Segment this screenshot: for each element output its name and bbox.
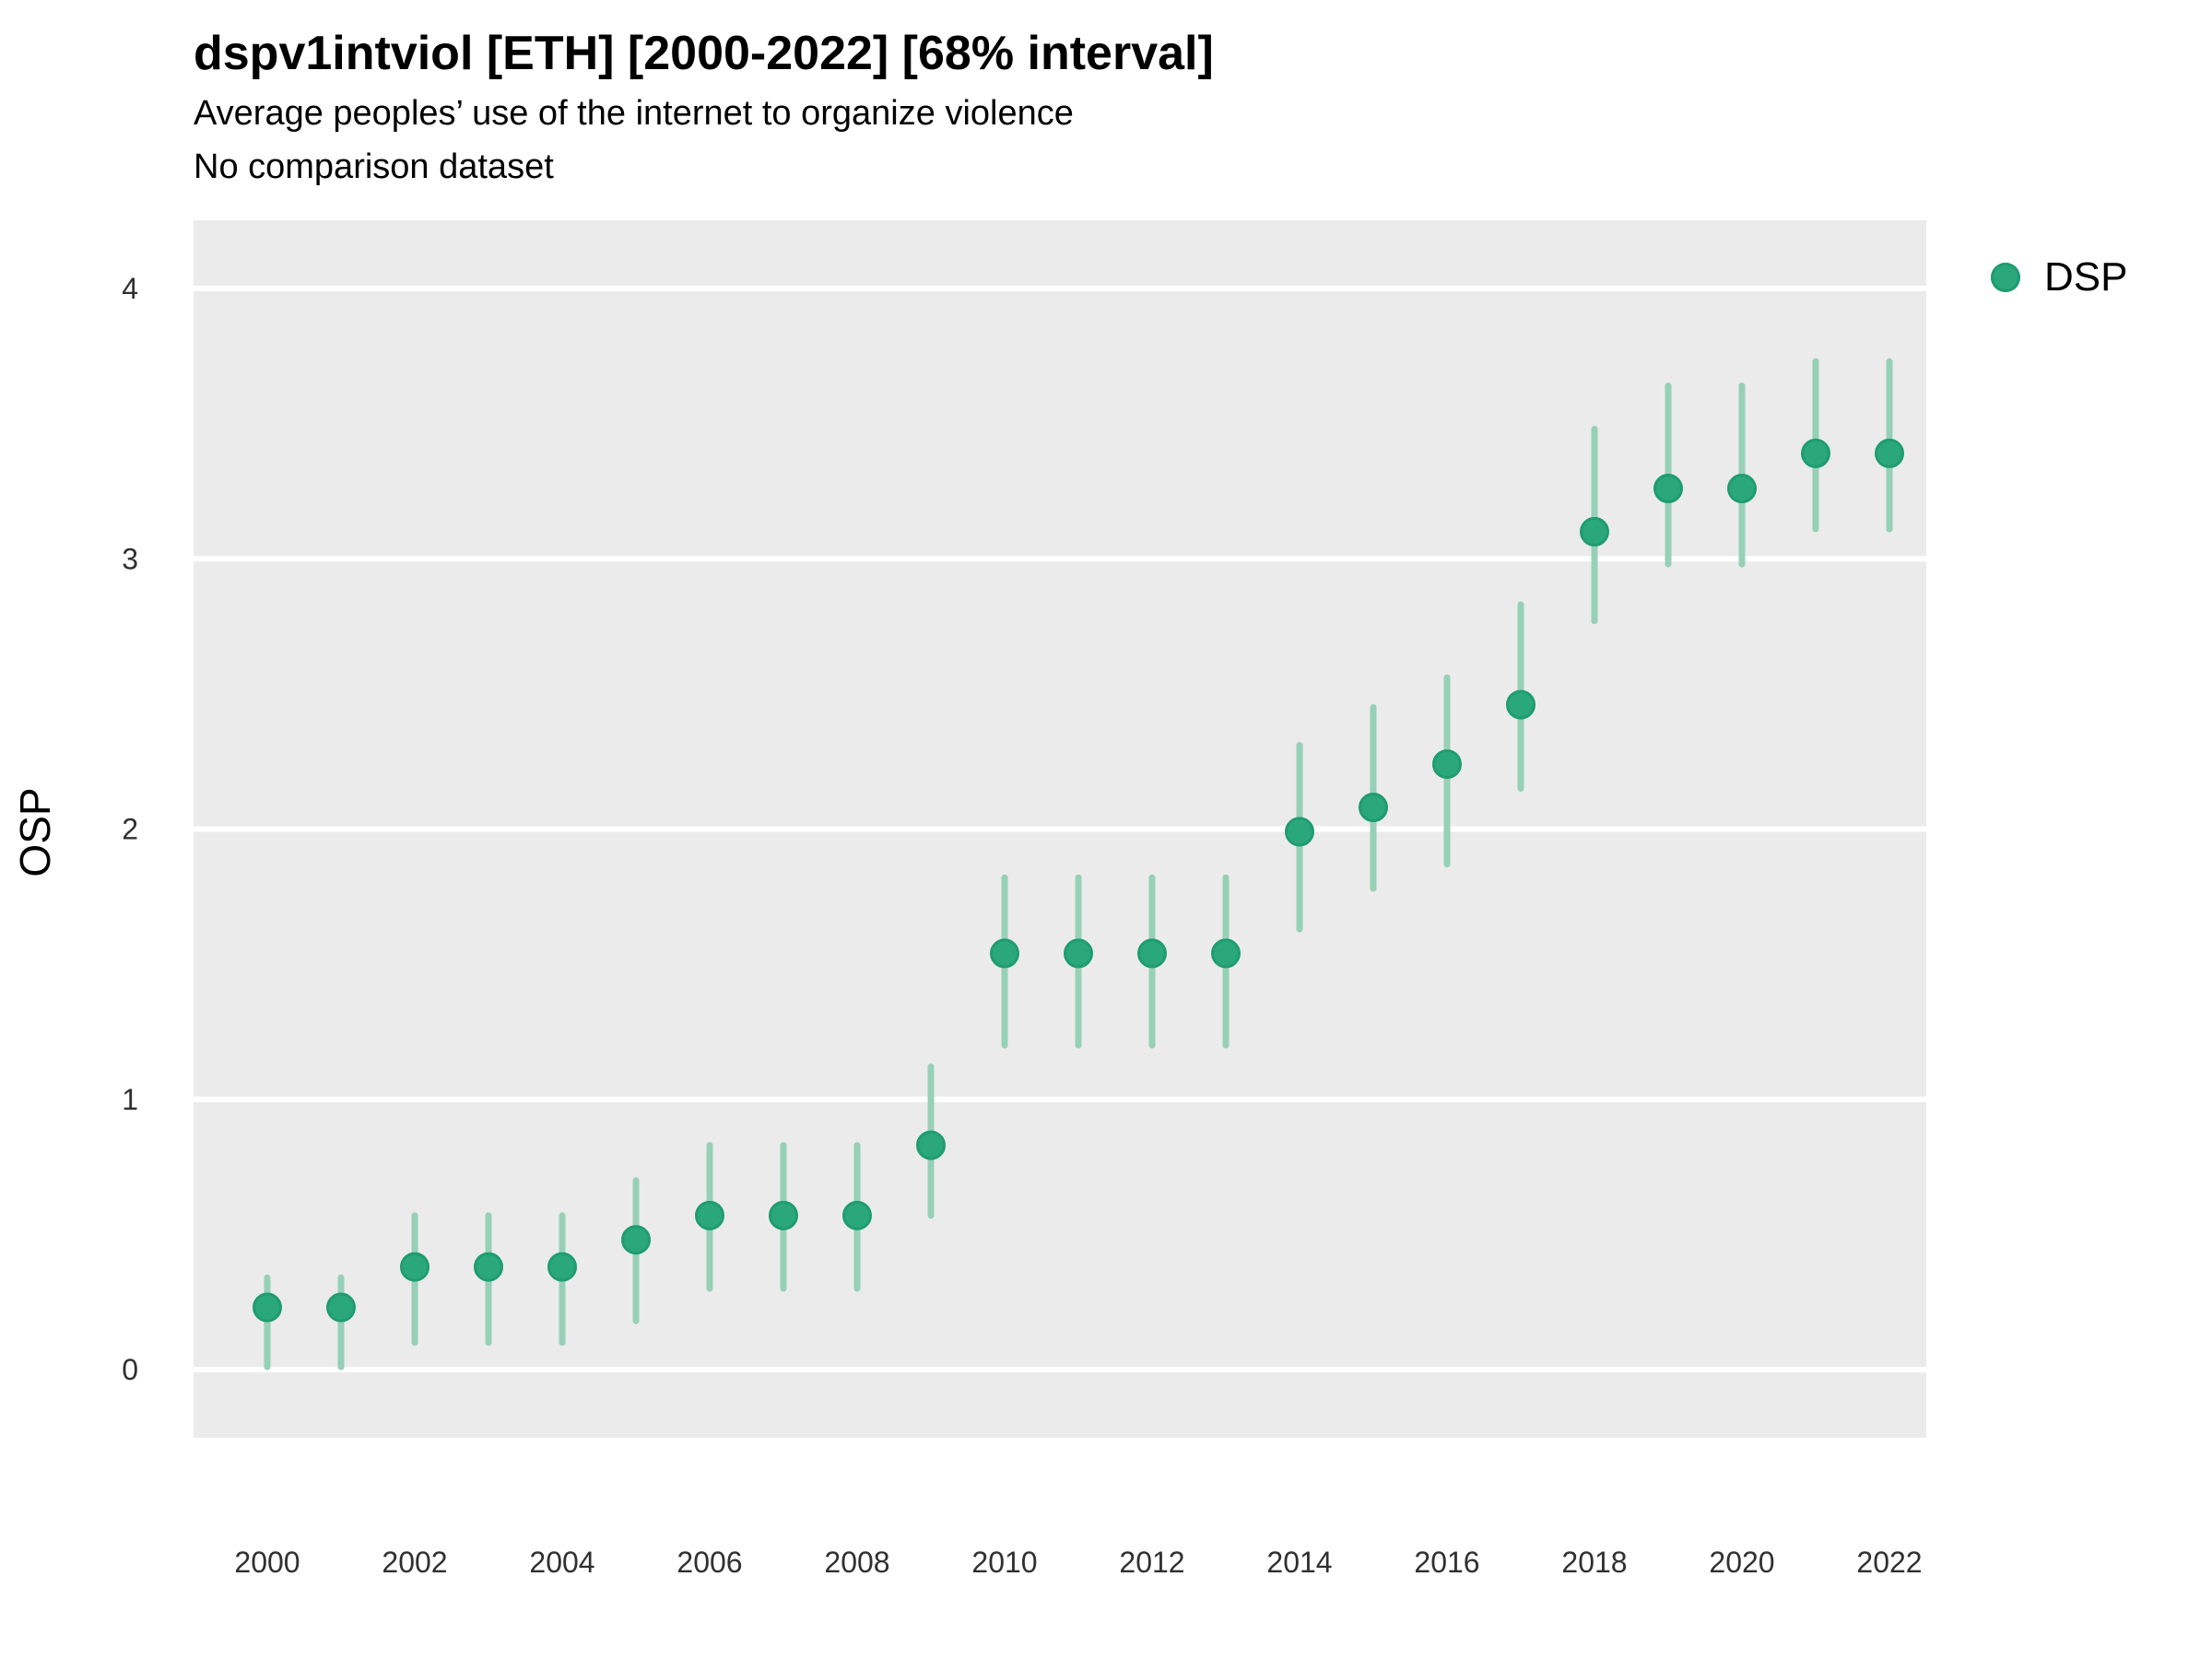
- legend: DSP: [1991, 254, 2127, 300]
- data-point-2005: [621, 1225, 651, 1255]
- y-tick-label-4: 4: [122, 272, 138, 305]
- data-point-2015: [1359, 793, 1388, 823]
- chart-subtitle: Average peoples’ use of the internet to …: [194, 94, 1074, 133]
- legend-label: DSP: [2044, 254, 2128, 300]
- data-point-2022: [1875, 438, 1904, 468]
- x-tick-label-2014: 2014: [1266, 1546, 1332, 1579]
- x-tick-label-2012: 2012: [1119, 1546, 1184, 1579]
- x-tick-label-2008: 2008: [824, 1546, 889, 1579]
- x-tick-label-2006: 2006: [677, 1546, 742, 1579]
- chart-title: dspv1intviol [ETH] [2000-2022] [68% inte…: [194, 27, 1214, 80]
- x-tick-label-2020: 2020: [1709, 1546, 1774, 1579]
- data-point-2018: [1580, 516, 1609, 547]
- legend-point-marker-icon: [1991, 263, 2020, 292]
- y-tick-label-0: 0: [122, 1353, 138, 1386]
- data-point-2004: [547, 1252, 577, 1282]
- x-tick-label-2004: 2004: [529, 1546, 594, 1579]
- data-point-2013: [1211, 938, 1241, 969]
- data-point-2001: [326, 1292, 356, 1323]
- data-point-2009: [916, 1130, 946, 1160]
- data-point-2000: [253, 1292, 282, 1323]
- y-tick-label-3: 3: [122, 542, 138, 575]
- x-tick-label-2010: 2010: [971, 1546, 1037, 1579]
- data-point-2003: [474, 1252, 503, 1282]
- data-point-2017: [1506, 689, 1535, 720]
- x-tick-label-2000: 2000: [234, 1546, 300, 1579]
- data-point-2020: [1727, 474, 1757, 504]
- data-point-2012: [1137, 938, 1167, 969]
- data-point-2010: [990, 938, 1019, 969]
- data-point-2006: [695, 1200, 724, 1230]
- data-point-2021: [1801, 438, 1830, 468]
- data-point-2016: [1432, 749, 1462, 780]
- data-point-2002: [400, 1252, 429, 1282]
- x-tick-label-2002: 2002: [382, 1546, 447, 1579]
- y-tick-label-2: 2: [122, 813, 138, 846]
- data-point-2019: [1653, 474, 1683, 504]
- data-point-2011: [1064, 938, 1093, 969]
- y-tick-label-1: 1: [122, 1083, 138, 1116]
- data-point-2014: [1285, 817, 1314, 847]
- x-tick-label-2022: 2022: [1856, 1546, 1922, 1579]
- x-tick-label-2018: 2018: [1561, 1546, 1627, 1579]
- x-tick-label-2016: 2016: [1414, 1546, 1479, 1579]
- data-point-2007: [769, 1200, 798, 1230]
- comparison-note: No comparison dataset: [194, 147, 554, 186]
- data-point-2008: [842, 1200, 872, 1230]
